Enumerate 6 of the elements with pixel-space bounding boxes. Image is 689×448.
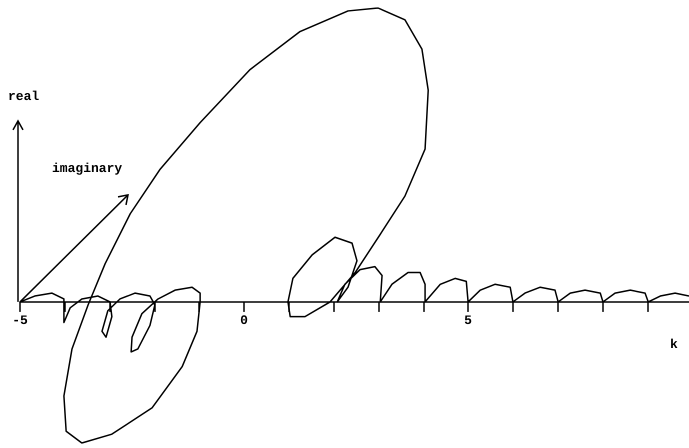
annotation: imaginary: [52, 160, 122, 176]
x-tick-label: -5: [12, 312, 28, 328]
y-axis-title: real: [8, 88, 40, 104]
x-tick-label: 0: [240, 312, 248, 328]
x-axis-title: k: [670, 336, 678, 352]
x-tick-label: 5: [464, 312, 472, 328]
